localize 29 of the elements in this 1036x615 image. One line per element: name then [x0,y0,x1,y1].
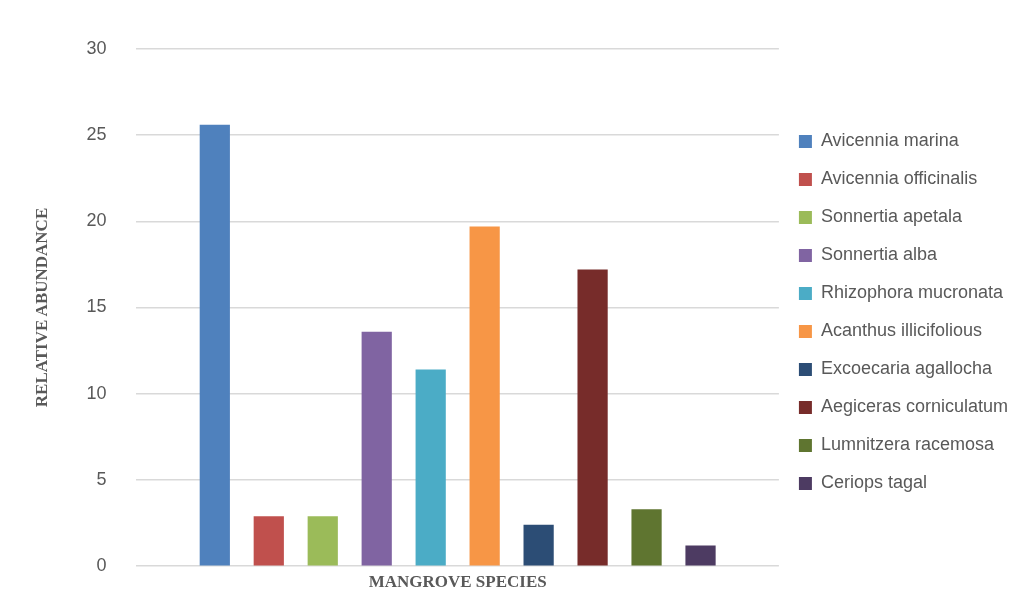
legend-label: Sonnertia alba [820,244,938,265]
legend-label: Acanthus illicifolious [820,320,982,341]
legend-label: Sonnertia apetala [820,206,964,227]
bar [415,369,446,566]
bar [685,545,716,566]
legend-label: Aegiceras corniculatum [820,396,1009,417]
y-tick-label: 15 [86,296,107,317]
legend-label: Excoecaria agallocha [820,358,994,379]
bar [307,516,338,566]
y-tick-label: 20 [86,210,107,231]
bar [361,331,392,566]
bar [199,124,230,566]
y-tick-label: 0 [96,555,107,576]
y-tick-label: 10 [86,382,107,403]
y-tick-label: 5 [96,468,107,489]
y-tick-label: 30 [86,37,107,58]
y-axis-title: RELATIVE ABUNDANCE [31,207,51,408]
bar [469,226,500,566]
bar [523,524,554,566]
legend-label: Rhizophora mucronata [820,282,1005,303]
legend-label: Avicennia marina [820,130,960,151]
y-tick-label: 25 [86,124,107,144]
x-axis-title: MANGROVE SPECIES [368,571,547,591]
bar [577,269,608,566]
legend-label: Lumnitzera racemosa [820,434,995,455]
legend-label: Ceriops tagal [820,472,927,493]
legend-label: Avicennia officinalis [820,168,978,189]
bar [253,516,284,566]
bar [631,509,662,566]
